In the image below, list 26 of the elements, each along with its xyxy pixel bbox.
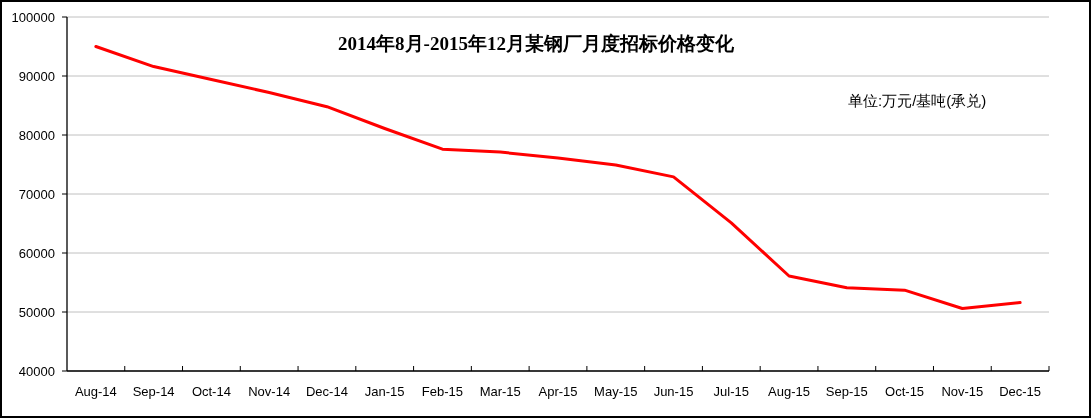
x-tick-label: Oct-15 xyxy=(885,384,925,399)
x-tick-label: Nov-15 xyxy=(941,384,984,399)
x-tick-label: Mar-15 xyxy=(479,384,521,399)
x-tick-label: Jan-15 xyxy=(364,384,405,399)
y-tick-label: 90000 xyxy=(18,68,55,84)
x-tick-label: Jun-15 xyxy=(653,384,694,399)
y-tick-label: 100000 xyxy=(11,9,55,25)
x-tick-label: Sep-14 xyxy=(132,384,175,399)
x-tick-label: Oct-14 xyxy=(191,384,231,399)
x-tick-label: Aug-14 xyxy=(74,384,117,399)
x-tick-label: Feb-15 xyxy=(421,384,464,399)
x-tick-label: Apr-15 xyxy=(538,384,578,399)
annotation: 单位:万元/基吨(承兑) xyxy=(848,92,987,109)
y-tick-label: 50000 xyxy=(18,304,55,320)
y-tick-label: 40000 xyxy=(18,363,55,379)
text: 2014年8月-2015年12月某钢厂月度招标价格变化 xyxy=(338,33,735,54)
y-tick-label: 80000 xyxy=(18,127,55,143)
x-tick-label: Jul-15 xyxy=(713,384,750,399)
y-tick-label: 60000 xyxy=(18,245,55,261)
x-tick-label: Sep-15 xyxy=(825,384,868,399)
x-tick-label: Dec-15 xyxy=(999,384,1042,399)
x-tick-label: Dec-14 xyxy=(305,384,348,399)
y-tick-label: 70000 xyxy=(18,186,55,202)
x-tick-label: May-15 xyxy=(594,384,638,399)
x-tick-label: Nov-14 xyxy=(248,384,291,399)
x-tick-label: Aug-15 xyxy=(768,384,811,399)
